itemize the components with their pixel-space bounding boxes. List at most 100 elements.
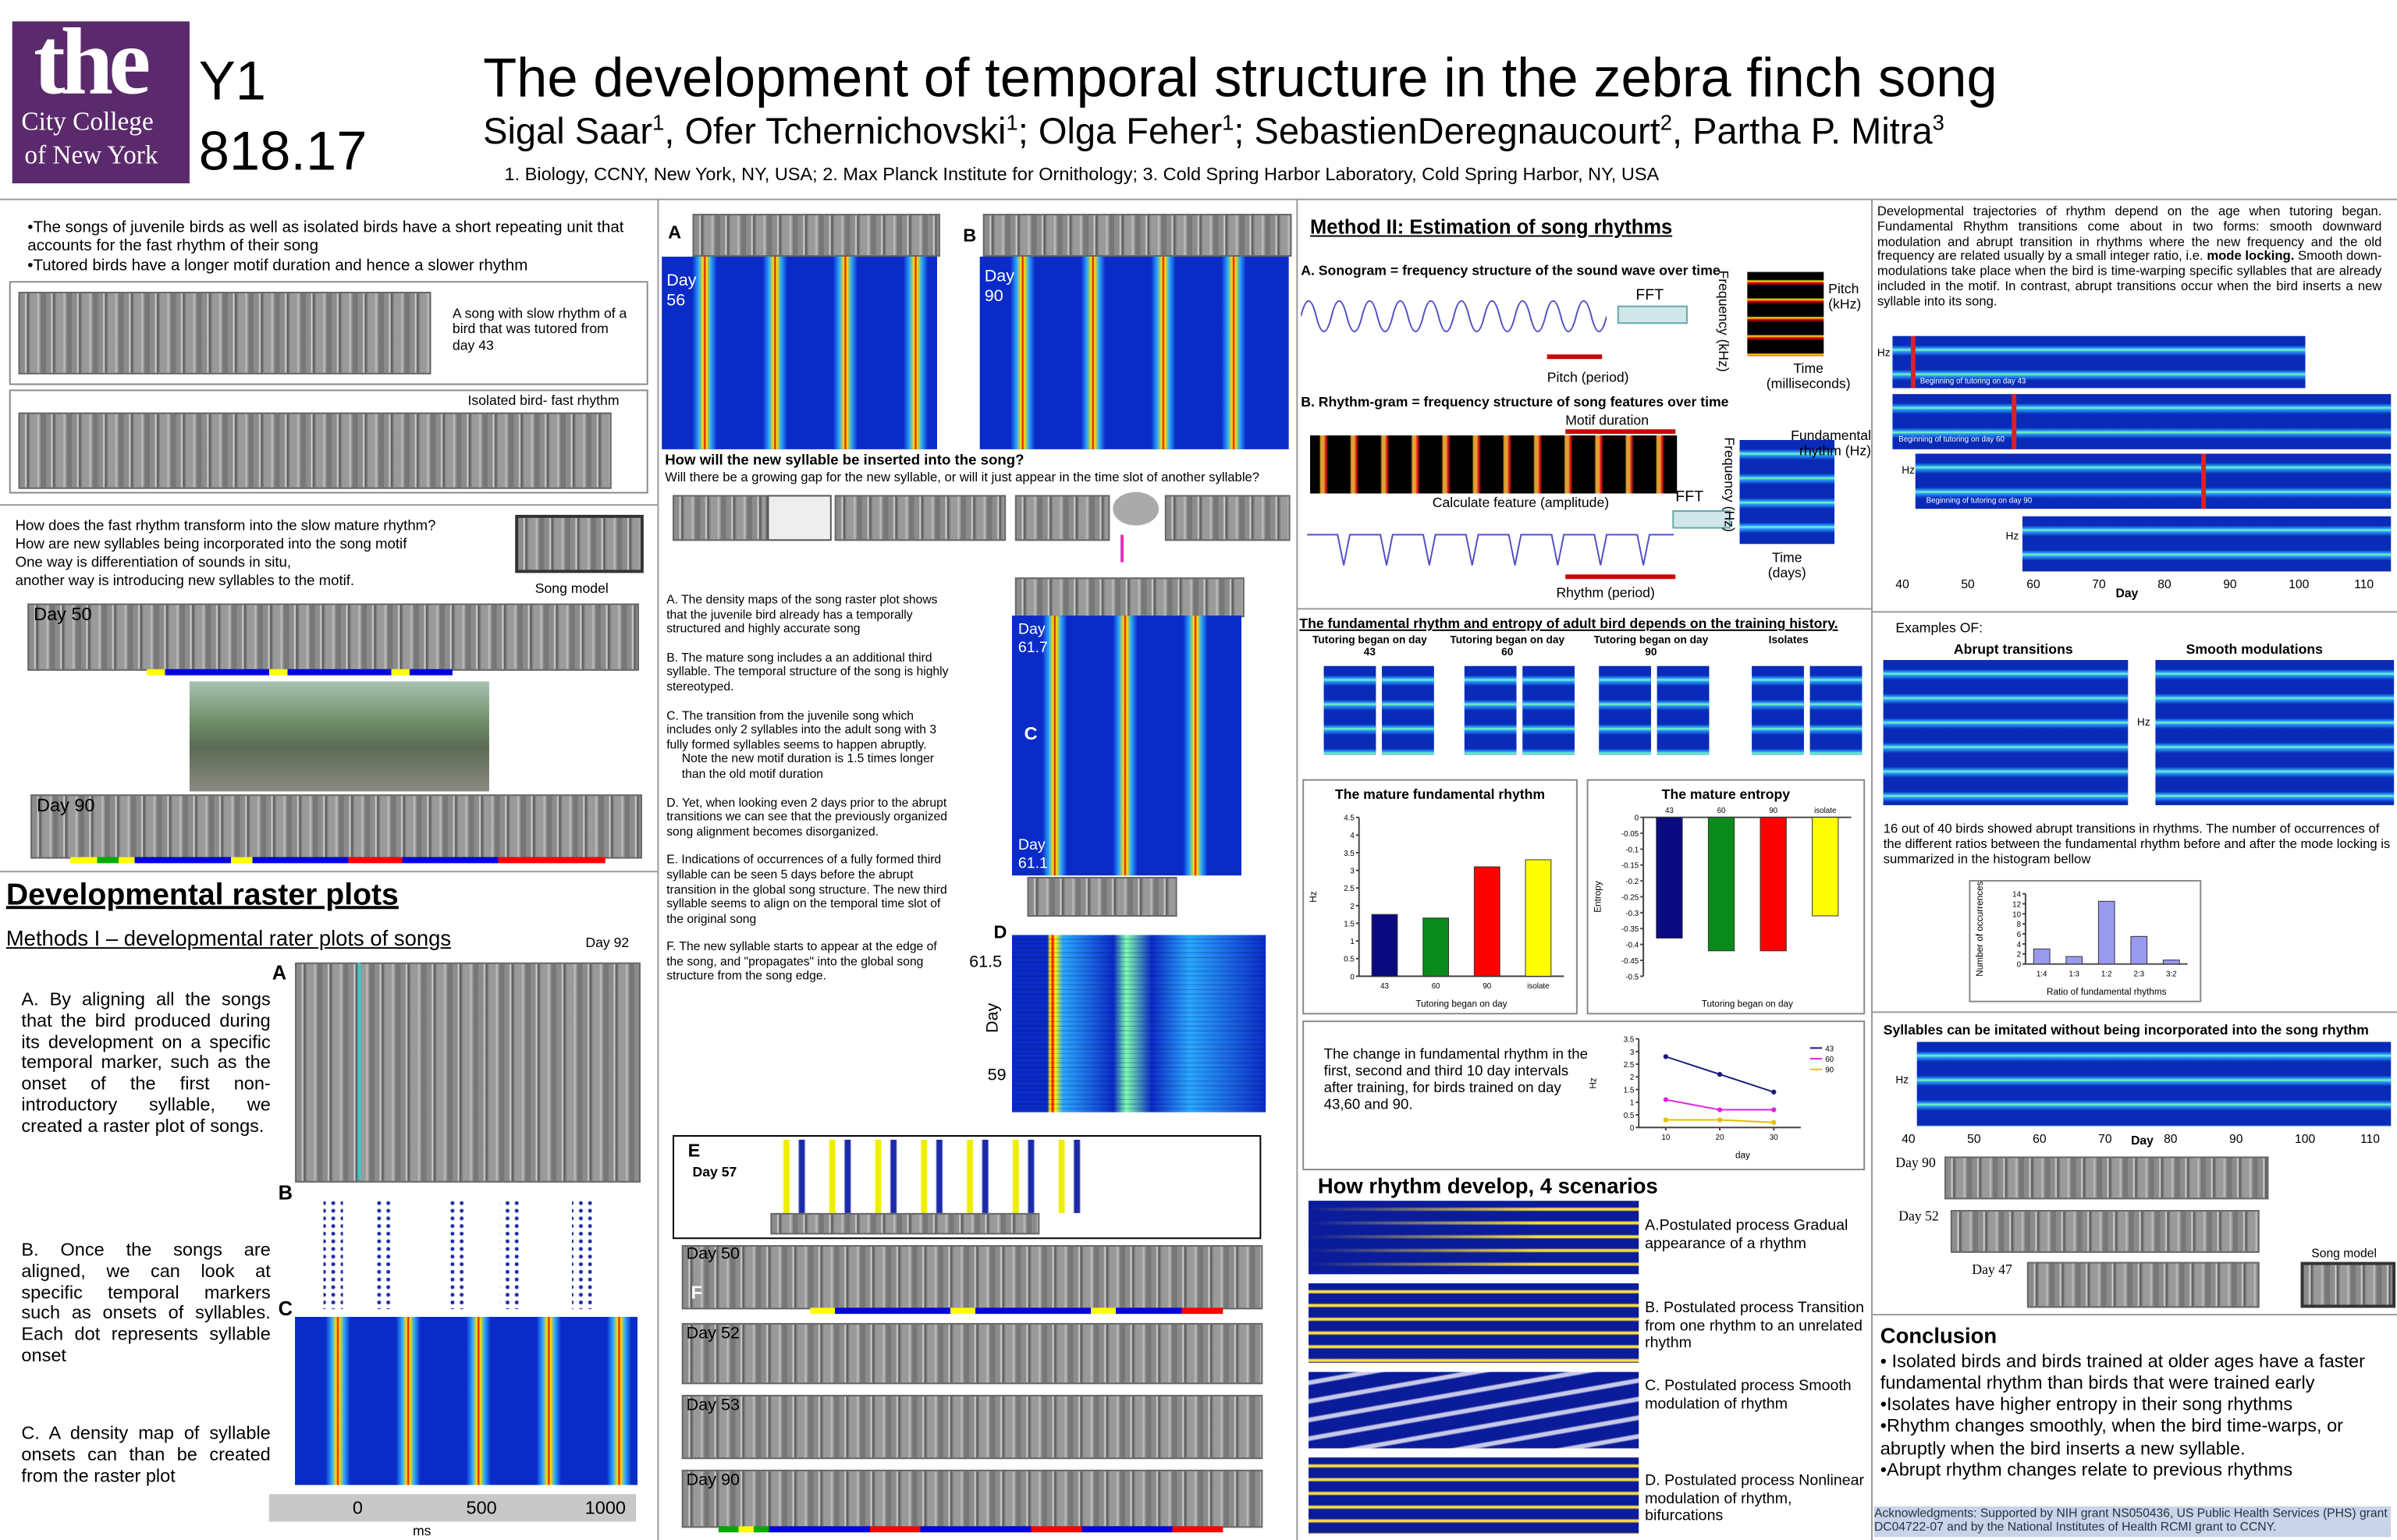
label: Day 90 bbox=[686, 1471, 740, 1490]
label: Beginning of tutoring on day 60 bbox=[1898, 435, 2005, 445]
scenario bbox=[1309, 1201, 1639, 1275]
bar bbox=[2130, 935, 2148, 965]
note: D. Yet, when looking even 2 days prior t… bbox=[666, 795, 948, 839]
waveform bbox=[1307, 534, 1674, 566]
axis-label: Hz bbox=[2136, 718, 2150, 729]
tick-label: 500 bbox=[466, 1497, 497, 1519]
sonogram bbox=[1944, 1156, 2269, 1200]
tick-label: 40 bbox=[1902, 1132, 1916, 1146]
question: How are new syllables being incorporated… bbox=[15, 536, 407, 553]
x-tick-label: 1:3 bbox=[2069, 970, 2079, 978]
x-tick-label: isolate bbox=[1527, 982, 1549, 991]
bar-chart: The mature entropy Tutoring began on day E… bbox=[1586, 779, 1866, 1015]
x-axis-label: day bbox=[1735, 1150, 1750, 1160]
rhythm-gram bbox=[1382, 665, 1434, 755]
section-title: How rhythm develop, 4 scenarios bbox=[1317, 1173, 1658, 1198]
label: Song model bbox=[2311, 1246, 2377, 1261]
x-tick-label: 43 bbox=[1665, 807, 1674, 815]
y-tick-label: 2 bbox=[2017, 951, 2021, 960]
y-tick-label: 2 bbox=[1350, 903, 1354, 911]
axis-label: Day bbox=[2131, 1134, 2154, 1148]
y-tick-label: -0.4 bbox=[1625, 942, 1639, 950]
axis-label: Frequency (kHz) bbox=[1716, 270, 1731, 372]
marker bbox=[1565, 574, 1676, 580]
label: Day 53 bbox=[686, 1396, 740, 1415]
label: Tutoring began on day 43 bbox=[1312, 635, 1427, 659]
panel-letter: C bbox=[278, 1297, 293, 1320]
sonogram bbox=[982, 214, 1292, 257]
color-bar bbox=[718, 1526, 1223, 1533]
author-affiliation: 1 bbox=[652, 109, 665, 135]
legend-label: 60 bbox=[1825, 1056, 1834, 1064]
tick-label: 70 bbox=[2092, 577, 2106, 591]
y-tick-label: -0.45 bbox=[1621, 957, 1639, 966]
label: Tutoring began on day 90 bbox=[1593, 635, 1709, 659]
photo bbox=[189, 681, 489, 792]
y-tick-label: 4 bbox=[1350, 832, 1355, 840]
author: ; SebastienDeregnaucourt bbox=[1234, 111, 1660, 153]
scenario-text: D. Postulated process Nonlinear modulati… bbox=[1645, 1472, 1865, 1525]
marker bbox=[357, 962, 361, 1180]
label: Day 52 bbox=[1898, 1208, 1939, 1224]
section-title: Developmental raster plots bbox=[5, 878, 399, 913]
marker bbox=[1565, 429, 1676, 435]
paragraph: The change in fundamental rhythm in the … bbox=[1323, 1046, 1589, 1114]
sonogram bbox=[681, 1394, 1263, 1460]
label: Isolates bbox=[1768, 635, 1809, 647]
sonogram bbox=[1014, 577, 1245, 618]
y-tick-label: -0.35 bbox=[1621, 925, 1639, 934]
point bbox=[1771, 1107, 1777, 1112]
spectrogram bbox=[1747, 271, 1824, 357]
x-axis-label: Ratio of fundamental rhythms bbox=[2047, 987, 2167, 997]
label: Day 90 bbox=[37, 794, 95, 816]
example bbox=[2155, 659, 2395, 806]
label: Beginning of tutoring on day 43 bbox=[1919, 377, 2026, 387]
panel-letter: E bbox=[687, 1139, 701, 1162]
y-tick-label: -0.5 bbox=[1625, 973, 1639, 981]
logo bbox=[12, 21, 190, 183]
label: Song model bbox=[534, 580, 609, 596]
y-tick-label: 3 bbox=[1350, 868, 1355, 876]
author: Sigal Saar bbox=[483, 111, 653, 153]
density-map bbox=[1011, 616, 1241, 876]
y-tick-label: 10 bbox=[2012, 910, 2021, 919]
label: Day 57 bbox=[692, 1164, 737, 1180]
rhythm-gram bbox=[1522, 665, 1575, 755]
bar bbox=[2065, 956, 2083, 965]
bar bbox=[2097, 900, 2115, 965]
text: Smooth down-modulations take place when … bbox=[1877, 247, 2382, 308]
logo-text: the bbox=[34, 10, 151, 115]
y-axis-label: Entropy bbox=[1593, 881, 1603, 913]
y-tick-label: 1 bbox=[1350, 938, 1354, 946]
authors: Sigal Saar1, Ofer Tchernichovski1; Olga … bbox=[483, 110, 1944, 154]
x-tick-label: isolate bbox=[1814, 807, 1836, 815]
trajectory bbox=[2022, 516, 2392, 572]
y-tick-label: -0.2 bbox=[1625, 878, 1639, 886]
panel-letter: C bbox=[1024, 722, 1038, 744]
y-axis-label: Number of occurrences bbox=[1975, 881, 1985, 976]
arrow bbox=[1120, 534, 1124, 562]
author: , Ofer Tchernichovski bbox=[664, 111, 1007, 153]
note: F. The new syllable starts to appear at … bbox=[666, 939, 937, 984]
color-bar bbox=[147, 669, 453, 676]
affiliations: 1. Biology, CCNY, New York, NY, USA; 2. … bbox=[504, 163, 1660, 185]
divider bbox=[1871, 198, 1873, 1540]
spectrogram bbox=[1310, 435, 1678, 494]
point bbox=[1771, 1089, 1777, 1095]
sonogram bbox=[2026, 1261, 2260, 1308]
divider bbox=[1871, 611, 2397, 613]
paragraph: B. Once the songs are aligned, we can lo… bbox=[21, 1239, 271, 1366]
density-map bbox=[295, 1317, 637, 1485]
rhythm-gram bbox=[1752, 665, 1804, 755]
label: Day 90 bbox=[1895, 1155, 1936, 1171]
y-tick-label: -0.1 bbox=[1625, 846, 1639, 854]
arrow bbox=[1672, 510, 1731, 529]
x-tick-label: 10 bbox=[1661, 1134, 1670, 1142]
y-tick-label: 0 bbox=[1630, 1124, 1635, 1133]
bar bbox=[2033, 948, 2051, 965]
y-tick-label: 14 bbox=[2012, 891, 2021, 900]
acknowledgments: Acknowledgments: Supported by NIH grant … bbox=[1873, 1506, 2392, 1538]
y-tick-label: 12 bbox=[2012, 900, 2021, 909]
x-tick-label: 1:4 bbox=[2037, 970, 2047, 978]
